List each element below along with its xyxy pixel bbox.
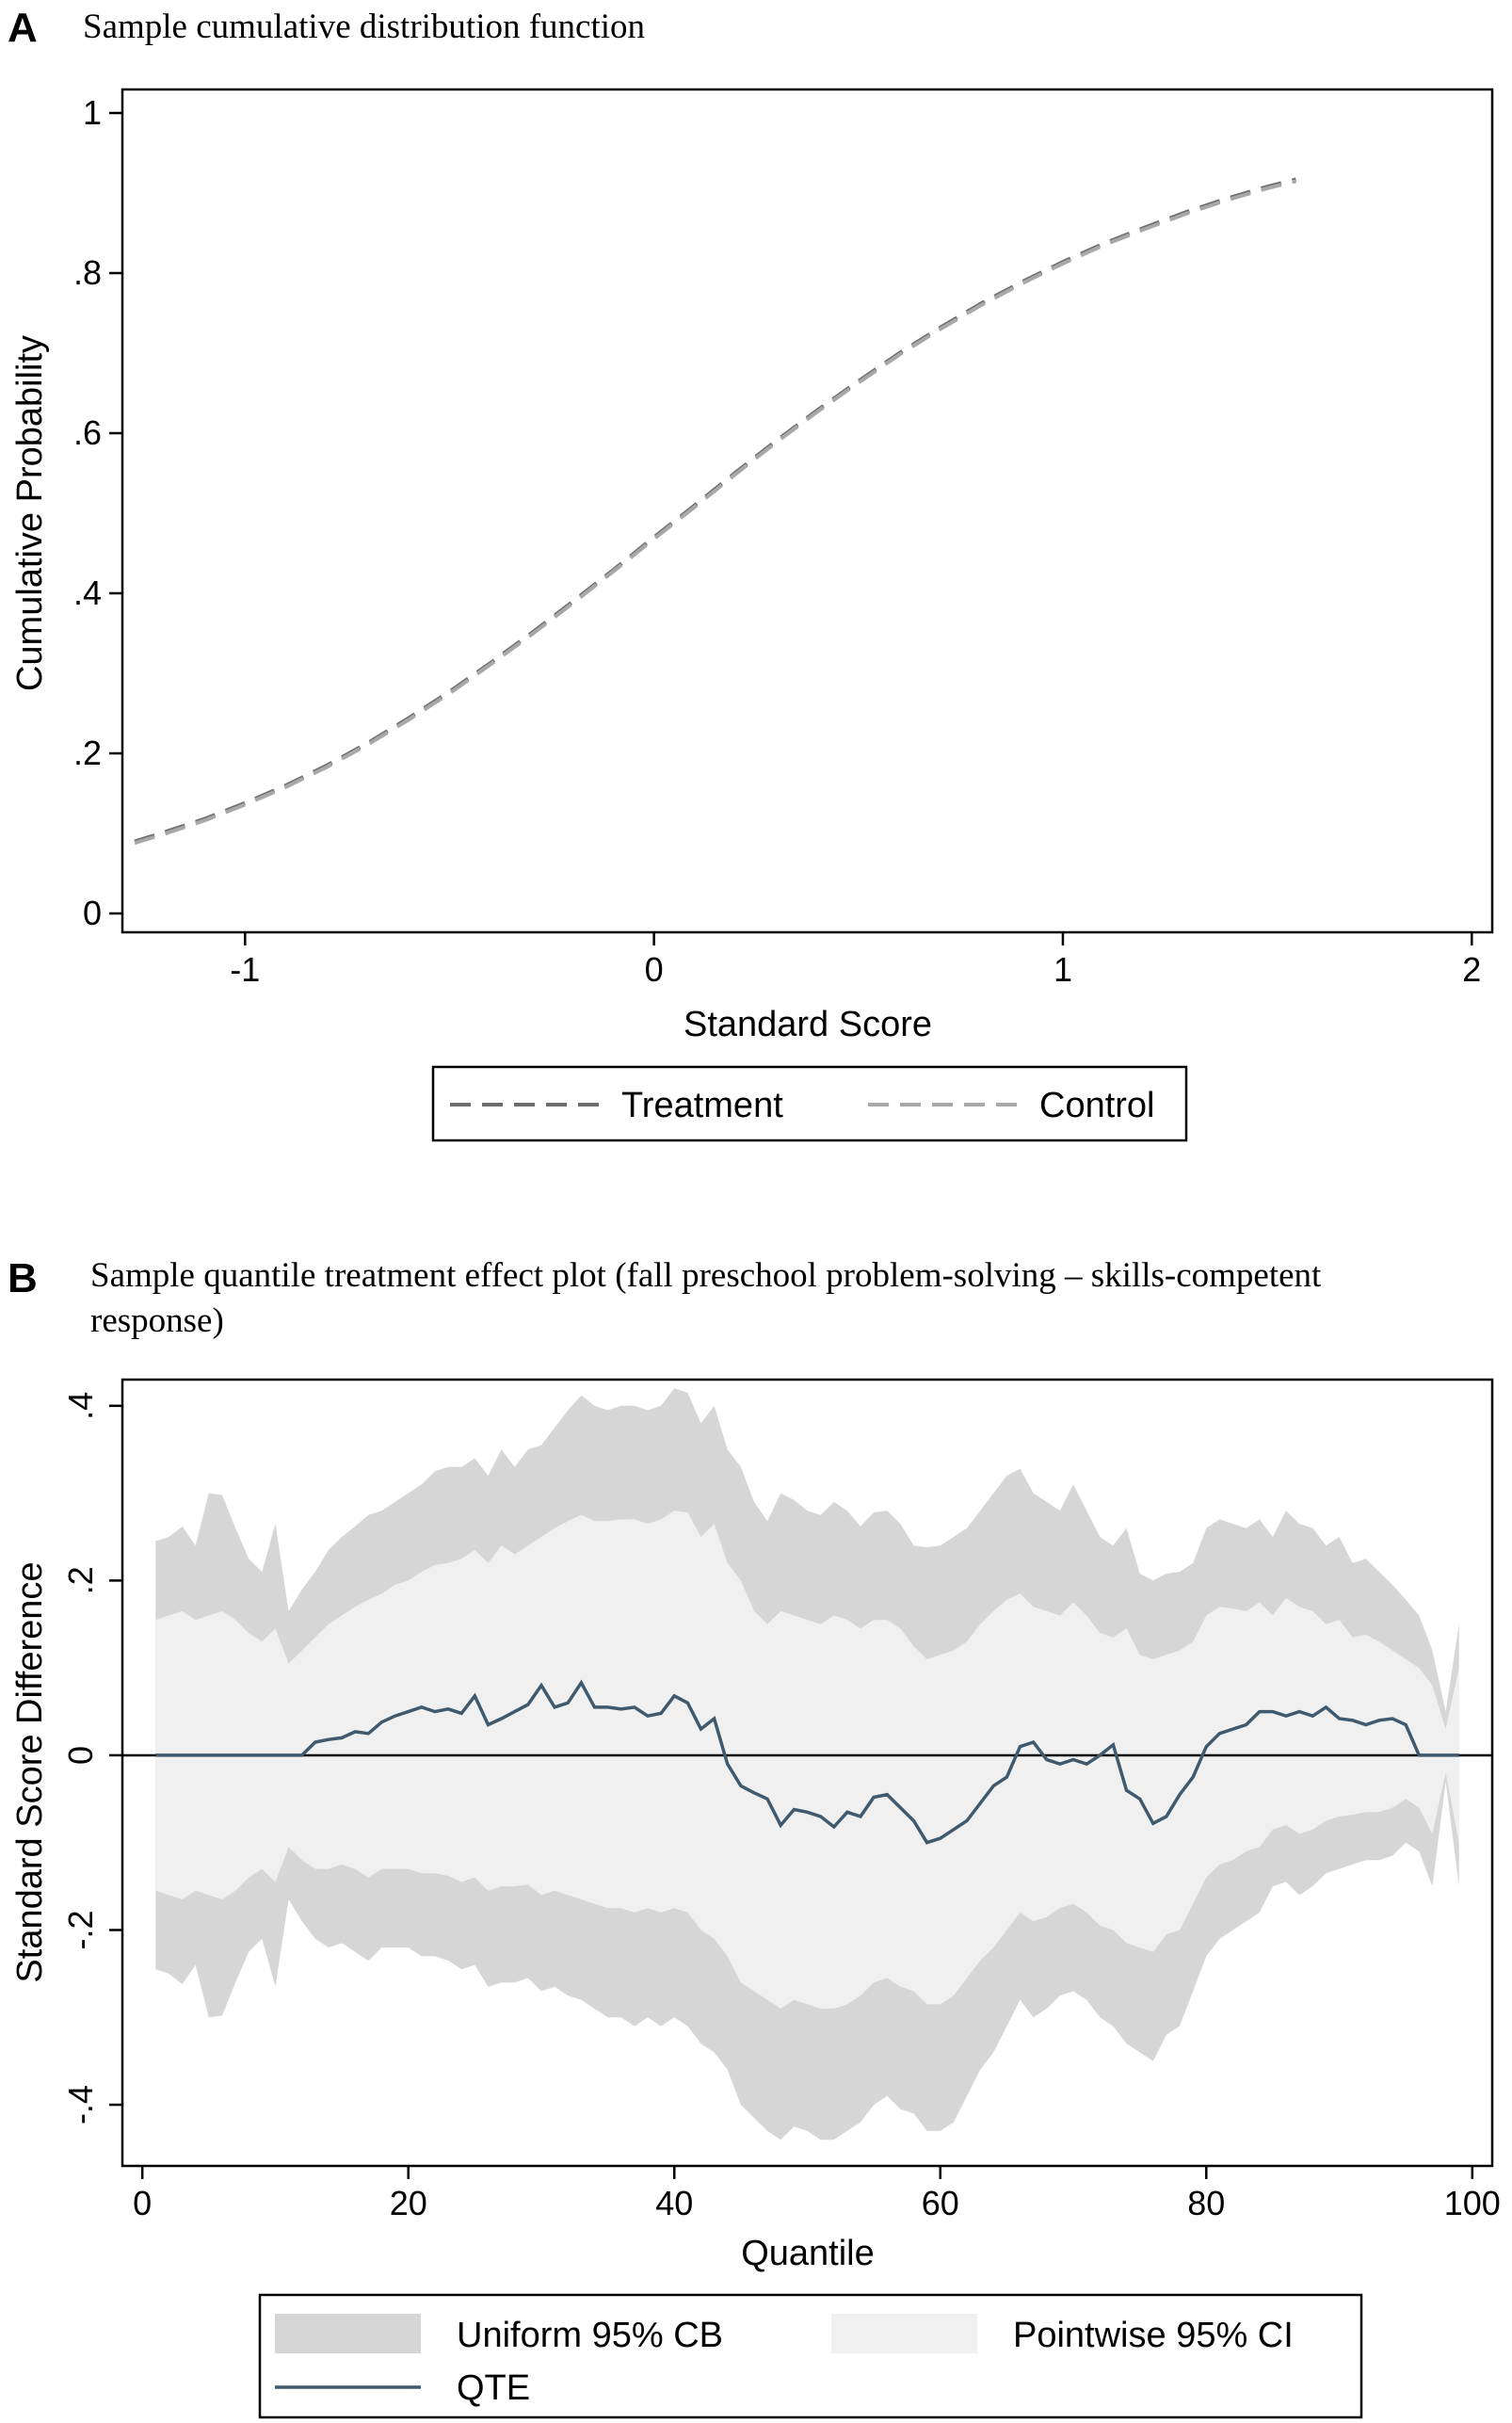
series-control-line	[134, 179, 1296, 846]
panel-b: B Sample quantile treatment effect plot …	[8, 1255, 1501, 2419]
panel-b-x-tick-label: 80	[1187, 2184, 1225, 2222]
panel-b-title-line-1: Sample quantile treatment effect plot (f…	[90, 1256, 1322, 1295]
legend-uniform-cb-swatch	[275, 2314, 421, 2353]
series-treatment-line	[134, 177, 1296, 844]
panel-b-x-tick-label: 20	[390, 2184, 427, 2222]
qte-line	[155, 1679, 1459, 1845]
panel-b-x-tick-label: 40	[655, 2184, 693, 2222]
panel-b-letter: B	[8, 1255, 38, 1301]
panel-a-y-tick-label: 1	[83, 93, 102, 132]
panel-b-plot-frame	[121, 1378, 1494, 2168]
panel-b-x-tick-label: 100	[1444, 2184, 1501, 2222]
panel-a-y-tick-label: 0	[83, 894, 102, 932]
panel-a-y-tick-label: .4	[73, 573, 102, 612]
panel-b-legend: Uniform 95% CB Pointwise 95% CI QTE	[258, 2293, 1363, 2419]
panel-a-series	[134, 177, 1296, 846]
panel-a-x-tick-label: 1	[1054, 950, 1072, 989]
panel-b-x-tick-label: 0	[133, 2184, 152, 2222]
panel-a-x-axis-title: Standard Score	[684, 1005, 932, 1044]
panel-a-legend: Treatment Control	[431, 1065, 1188, 1142]
panel-b-y-axis: -.4 -.2 0 .2 .4	[61, 1392, 122, 2124]
panel-a-legend-box	[431, 1065, 1188, 1142]
pointwise-ci-band	[155, 1510, 1459, 2009]
panel-a-x-axis: -1 0 1 2	[230, 932, 1481, 989]
panel-b-title-line-2: response)	[90, 1301, 224, 1340]
panel-a-x-tick-label: 0	[645, 950, 664, 989]
panel-a-y-tick-label: .2	[73, 734, 102, 772]
panel-a-x-tick-label: 2	[1462, 950, 1481, 989]
legend-pointwise-ci-label: Pointwise 95% CI	[1013, 2316, 1294, 2355]
panel-b-y-tick-label: .2	[61, 1566, 100, 1594]
panel-b-y-axis-title: Standard Score Difference	[10, 1561, 50, 1982]
legend-pointwise-ci-swatch	[831, 2314, 977, 2353]
panel-b-x-axis-title: Quantile	[741, 2234, 875, 2273]
panel-a-y-axis-title: Cumulative Probability	[10, 335, 50, 691]
panel-a-letter: A	[8, 5, 38, 51]
panel-a-y-tick-label: .6	[73, 413, 102, 452]
panel-b-bands	[155, 1388, 1459, 2140]
panel-a-x-tick-label: -1	[230, 950, 260, 989]
panel-b-x-axis: 0 20 40 60 80 100	[133, 2166, 1501, 2222]
panel-b-y-tick-label: 0	[61, 1746, 100, 1765]
legend-uniform-cb-label: Uniform 95% CB	[457, 2316, 723, 2355]
panel-a-plot-frame	[121, 88, 1494, 934]
panel-a-y-axis: 0 .2 .4 .6 .8 1	[73, 93, 122, 932]
panel-b-legend-box	[258, 2293, 1363, 2419]
panel-b-x-tick-label: 60	[922, 2184, 959, 2222]
panel-a-title: Sample cumulative distribution function	[83, 8, 645, 46]
panel-b-y-tick-label: -.4	[61, 2085, 100, 2124]
panel-b-y-tick-label: -.2	[61, 1910, 100, 1949]
legend-treatment-label: Treatment	[621, 1086, 783, 1125]
panel-a: A Sample cumulative distribution functio…	[8, 5, 1494, 1142]
legend-qte-label: QTE	[457, 2368, 530, 2408]
panel-b-y-tick-label: .4	[61, 1392, 100, 1420]
panel-b-qte-series	[155, 1679, 1459, 1845]
legend-control-label: Control	[1039, 1086, 1155, 1125]
panel-a-y-tick-label: .8	[73, 253, 102, 292]
